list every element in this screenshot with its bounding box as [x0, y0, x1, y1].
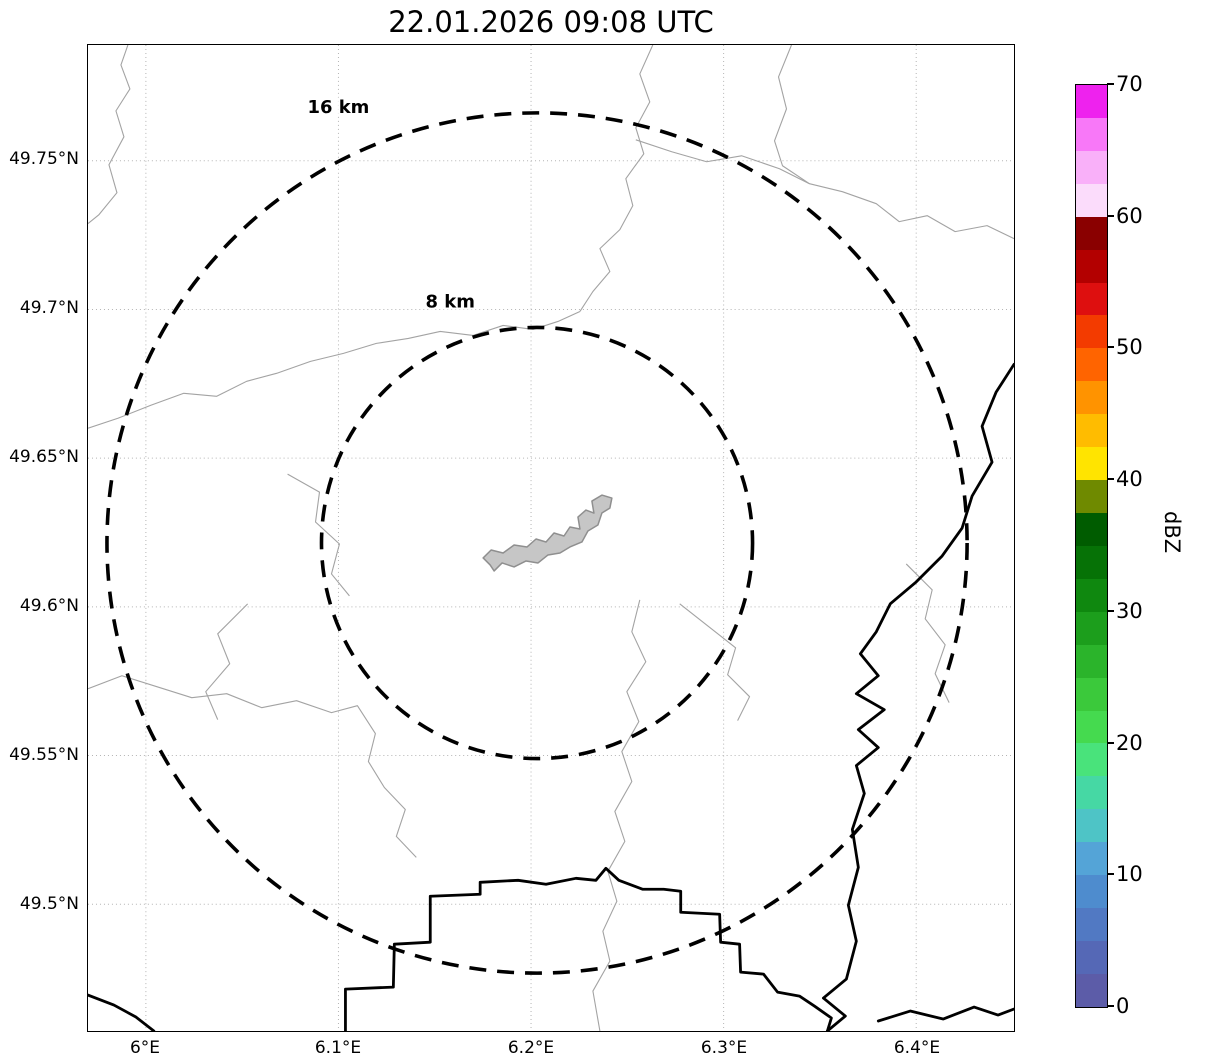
colorbar-tickmark	[1107, 478, 1114, 480]
colorbar-segment	[1076, 875, 1107, 909]
x-tick-label: 6°E	[129, 1038, 161, 1058]
range-ring-16km-label: 16 km	[308, 97, 370, 118]
colorbar-segment	[1076, 381, 1107, 415]
colorbar-tick-label: 60	[1116, 204, 1143, 228]
colorbar-segment	[1076, 776, 1107, 810]
colorbar-label: dBZ	[1160, 511, 1184, 554]
colorbar-tick-label: 30	[1116, 599, 1143, 623]
colorbar-segment	[1076, 940, 1107, 974]
y-tick-label: 49.7°N	[19, 298, 79, 318]
colorbar-segment	[1076, 578, 1107, 612]
colorbar-segments	[1076, 85, 1107, 1007]
x-tick-label: 6.4°E	[893, 1038, 941, 1058]
colorbar-segment	[1076, 480, 1107, 513]
colorbar-tick-label: 70	[1116, 72, 1143, 96]
colorbar-segment	[1076, 315, 1107, 349]
colorbar-segment	[1076, 150, 1107, 184]
colorbar-tickmark	[1107, 610, 1114, 612]
range-ring-8km-label: 8 km	[426, 291, 475, 312]
colorbar-segment	[1076, 512, 1107, 546]
colorbar-segment	[1076, 249, 1107, 283]
colorbar-segment	[1076, 809, 1107, 843]
colorbar	[1075, 84, 1108, 1008]
colorbar-segment	[1076, 710, 1107, 744]
colorbar-segment	[1076, 545, 1107, 579]
country-border-lines	[88, 362, 1014, 1031]
y-tick-label: 49.65°N	[9, 447, 79, 467]
x-tick-label: 6.1°E	[314, 1038, 362, 1058]
colorbar-segment	[1076, 85, 1107, 118]
colorbar-segment	[1076, 611, 1107, 645]
colorbar-segment	[1076, 842, 1107, 876]
colorbar-tickmark	[1107, 346, 1114, 348]
colorbar-segment	[1076, 117, 1107, 151]
colorbar-tick-label: 20	[1116, 731, 1143, 755]
colorbar-segment	[1076, 348, 1107, 382]
colorbar-tick-label: 40	[1116, 467, 1143, 491]
colorbar-segment	[1076, 282, 1107, 316]
colorbar-tickmark	[1107, 742, 1114, 744]
y-tick-label: 49.5°N	[19, 894, 79, 914]
colorbar-tickmark	[1107, 215, 1114, 217]
colorbar-segment	[1076, 973, 1107, 1007]
colorbar-segment	[1076, 677, 1107, 711]
colorbar-segment	[1076, 644, 1107, 678]
colorbar-segment	[1076, 743, 1107, 777]
colorbar-tickmark	[1107, 1005, 1114, 1007]
range-ring-16km	[105, 111, 969, 975]
city-boundary-polygon	[482, 494, 613, 572]
y-tick-label: 49.55°N	[9, 745, 79, 765]
x-tick-label: 6.2°E	[507, 1038, 555, 1058]
colorbar-tick-label: 50	[1116, 335, 1143, 359]
figure-title: 22.01.2026 09:08 UTC	[388, 5, 714, 39]
map-axes: 16 km 8 km	[87, 44, 1015, 1032]
colorbar-segment	[1076, 447, 1107, 481]
colorbar-segment	[1076, 908, 1107, 941]
x-tick-label: 6.3°E	[700, 1038, 748, 1058]
colorbar-tickmark	[1107, 873, 1114, 875]
colorbar-segment	[1076, 183, 1107, 217]
colorbar-tick-label: 0	[1116, 994, 1130, 1018]
y-tick-label: 49.75°N	[9, 149, 79, 169]
graticule-gridlines	[88, 45, 1014, 1031]
y-tick-label: 49.6°N	[19, 596, 79, 616]
range-ring-8km	[319, 325, 755, 761]
colorbar-tick-label: 10	[1116, 862, 1143, 886]
colorbar-tickmark	[1107, 83, 1114, 85]
colorbar-segment	[1076, 414, 1107, 448]
admin-border-lines	[88, 45, 1014, 1031]
colorbar-segment	[1076, 216, 1107, 250]
